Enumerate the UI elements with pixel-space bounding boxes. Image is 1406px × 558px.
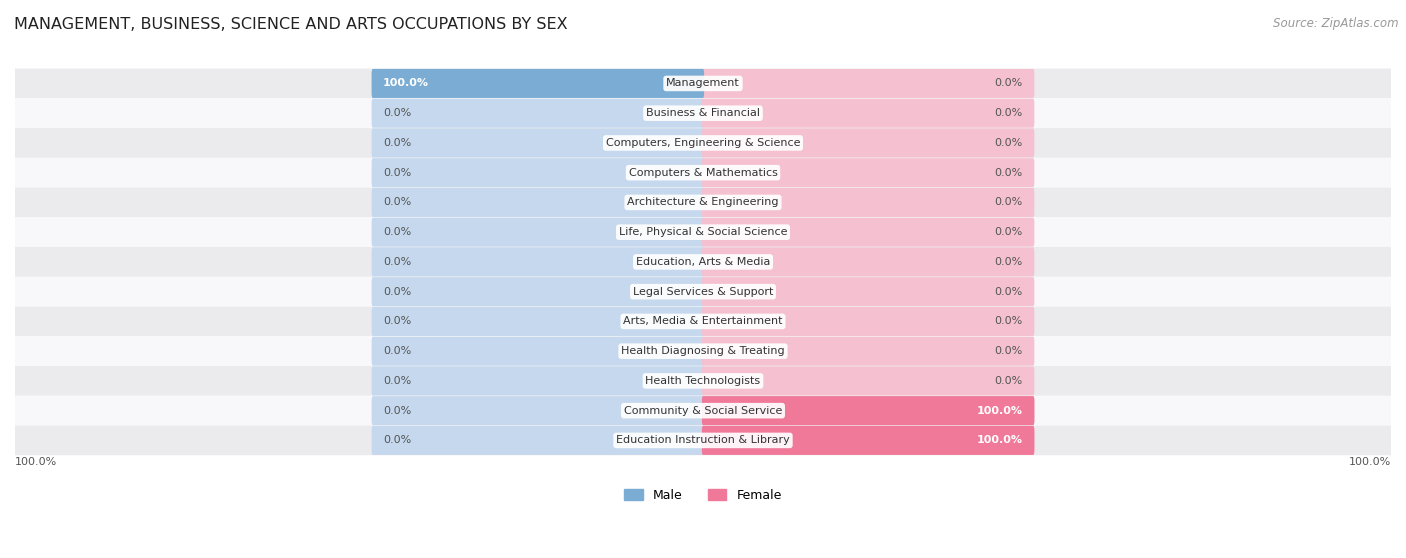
Text: 100.0%: 100.0% [382,79,429,88]
FancyBboxPatch shape [702,277,1035,306]
FancyBboxPatch shape [702,307,1035,336]
Text: 0.0%: 0.0% [382,406,412,416]
FancyBboxPatch shape [702,426,1035,455]
FancyBboxPatch shape [15,187,1391,217]
FancyBboxPatch shape [15,128,1391,158]
Text: Legal Services & Support: Legal Services & Support [633,287,773,297]
Text: 0.0%: 0.0% [994,108,1024,118]
FancyBboxPatch shape [15,336,1391,366]
FancyBboxPatch shape [15,69,1391,98]
Text: 0.0%: 0.0% [994,79,1024,88]
FancyBboxPatch shape [702,158,1035,187]
FancyBboxPatch shape [702,396,1035,425]
FancyBboxPatch shape [15,366,1391,396]
Text: Education Instruction & Library: Education Instruction & Library [616,435,790,445]
Text: Health Technologists: Health Technologists [645,376,761,386]
Text: 0.0%: 0.0% [382,287,412,297]
FancyBboxPatch shape [371,128,704,157]
Text: Business & Financial: Business & Financial [645,108,761,118]
Text: 100.0%: 100.0% [977,406,1024,416]
FancyBboxPatch shape [15,217,1391,247]
FancyBboxPatch shape [702,336,1035,365]
Text: 0.0%: 0.0% [382,257,412,267]
Text: 0.0%: 0.0% [382,138,412,148]
FancyBboxPatch shape [371,69,704,98]
FancyBboxPatch shape [702,69,1035,98]
Text: 0.0%: 0.0% [382,168,412,177]
Text: Computers, Engineering & Science: Computers, Engineering & Science [606,138,800,148]
Text: Source: ZipAtlas.com: Source: ZipAtlas.com [1274,17,1399,30]
Text: Community & Social Service: Community & Social Service [624,406,782,416]
FancyBboxPatch shape [702,218,1035,247]
FancyBboxPatch shape [15,396,1391,426]
FancyBboxPatch shape [371,188,704,217]
Text: 0.0%: 0.0% [382,435,412,445]
Text: 0.0%: 0.0% [382,198,412,208]
Text: 0.0%: 0.0% [382,376,412,386]
Text: 0.0%: 0.0% [994,316,1024,326]
FancyBboxPatch shape [371,307,704,336]
FancyBboxPatch shape [702,99,1035,128]
Text: 0.0%: 0.0% [994,346,1024,356]
FancyBboxPatch shape [15,158,1391,187]
FancyBboxPatch shape [702,367,1035,396]
Text: 0.0%: 0.0% [382,316,412,326]
FancyBboxPatch shape [15,247,1391,277]
FancyBboxPatch shape [702,128,1035,157]
FancyBboxPatch shape [702,426,1035,455]
Text: 0.0%: 0.0% [382,108,412,118]
FancyBboxPatch shape [371,396,704,425]
FancyBboxPatch shape [371,426,704,455]
FancyBboxPatch shape [371,336,704,365]
FancyBboxPatch shape [371,277,704,306]
FancyBboxPatch shape [702,188,1035,217]
Text: Architecture & Engineering: Architecture & Engineering [627,198,779,208]
FancyBboxPatch shape [702,247,1035,276]
Text: 0.0%: 0.0% [382,227,412,237]
Text: 0.0%: 0.0% [994,168,1024,177]
FancyBboxPatch shape [15,277,1391,306]
FancyBboxPatch shape [371,367,704,396]
FancyBboxPatch shape [15,426,1391,455]
Text: Health Diagnosing & Treating: Health Diagnosing & Treating [621,346,785,356]
Text: Management: Management [666,79,740,88]
Text: 0.0%: 0.0% [994,138,1024,148]
Text: 100.0%: 100.0% [1348,457,1391,467]
Text: 0.0%: 0.0% [994,198,1024,208]
FancyBboxPatch shape [371,218,704,247]
Text: 0.0%: 0.0% [994,227,1024,237]
Text: 0.0%: 0.0% [382,346,412,356]
Text: 0.0%: 0.0% [994,287,1024,297]
FancyBboxPatch shape [702,396,1035,425]
FancyBboxPatch shape [371,158,704,187]
FancyBboxPatch shape [371,99,704,128]
FancyBboxPatch shape [371,247,704,276]
Text: Life, Physical & Social Science: Life, Physical & Social Science [619,227,787,237]
FancyBboxPatch shape [15,306,1391,336]
Text: 100.0%: 100.0% [15,457,58,467]
FancyBboxPatch shape [15,98,1391,128]
Text: Arts, Media & Entertainment: Arts, Media & Entertainment [623,316,783,326]
Text: Computers & Mathematics: Computers & Mathematics [628,168,778,177]
Text: 0.0%: 0.0% [994,257,1024,267]
Text: MANAGEMENT, BUSINESS, SCIENCE AND ARTS OCCUPATIONS BY SEX: MANAGEMENT, BUSINESS, SCIENCE AND ARTS O… [14,17,568,32]
FancyBboxPatch shape [371,69,704,98]
Legend: Male, Female: Male, Female [619,484,787,507]
Text: Education, Arts & Media: Education, Arts & Media [636,257,770,267]
Text: 100.0%: 100.0% [977,435,1024,445]
Text: 0.0%: 0.0% [994,376,1024,386]
